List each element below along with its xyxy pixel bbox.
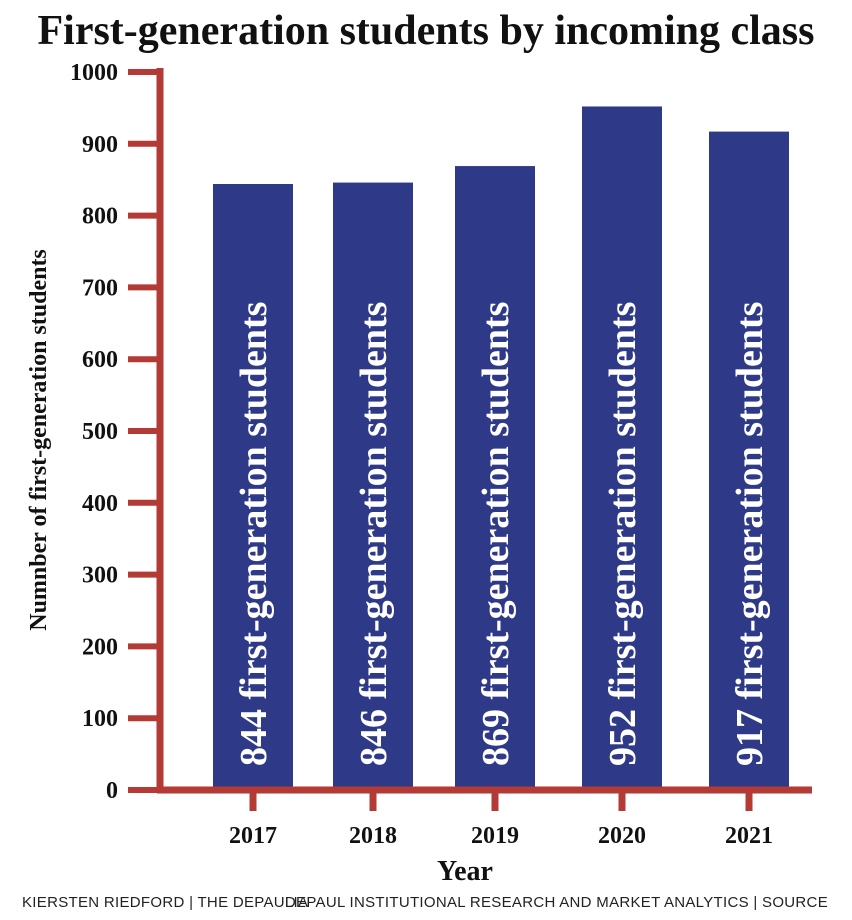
y-tick-label-900: 900: [82, 132, 118, 158]
y-tick-label-1000: 1000: [70, 60, 118, 86]
y-ticks-group: 0 100 200 300 400 500 600 700 800 900 1000: [70, 60, 160, 804]
x-tick-label-2019: 2019: [471, 823, 519, 849]
bar-2017: [213, 184, 293, 790]
bar-label-2021: 917 first-generation students: [729, 302, 771, 766]
x-tick-label-2020: 2020: [598, 823, 646, 849]
bar-2018: [333, 182, 413, 790]
credit-right: DEPAUL INSTITUTIONAL RESEARCH AND MARKET…: [285, 894, 828, 911]
y-tick-label-300: 300: [82, 563, 118, 589]
chart-title: First-generation students by incoming cl…: [38, 8, 815, 54]
x-tick-label-2017: 2017: [229, 823, 277, 849]
bar-2020: [582, 106, 662, 791]
y-tick-label-500: 500: [82, 419, 118, 445]
x-tick-label-2018: 2018: [349, 823, 397, 849]
x-categories-group: 2017 2018 2019 2020 2021: [229, 790, 773, 849]
bar-2019: [455, 166, 535, 791]
y-tick-label-0: 0: [106, 778, 118, 804]
bar-2021: [709, 131, 789, 790]
y-tick-label-100: 100: [82, 706, 118, 732]
bars-group: 844 first-generation students 846 first-g…: [213, 106, 789, 791]
y-tick-label-400: 400: [82, 491, 118, 517]
y-tick-label-700: 700: [82, 275, 118, 301]
bar-label-2020: 952 first-generation students: [602, 302, 644, 766]
credit-left: KIERSTEN RIEDFORD | THE DEPAULIA: [22, 894, 308, 911]
bar-label-2019: 869 first-generation students: [475, 302, 517, 766]
y-tick-label-200: 200: [82, 634, 118, 660]
y-tick-label-800: 800: [82, 204, 118, 230]
bar-label-2018: 846 first-generation students: [353, 302, 395, 766]
x-tick-label-2021: 2021: [725, 823, 773, 849]
y-axis-label: Numnber of first-generation students: [26, 249, 52, 631]
bar-label-2017: 844 first-generation students: [233, 302, 275, 766]
y-tick-label-600: 600: [82, 347, 118, 373]
x-axis-label: Year: [437, 856, 493, 887]
